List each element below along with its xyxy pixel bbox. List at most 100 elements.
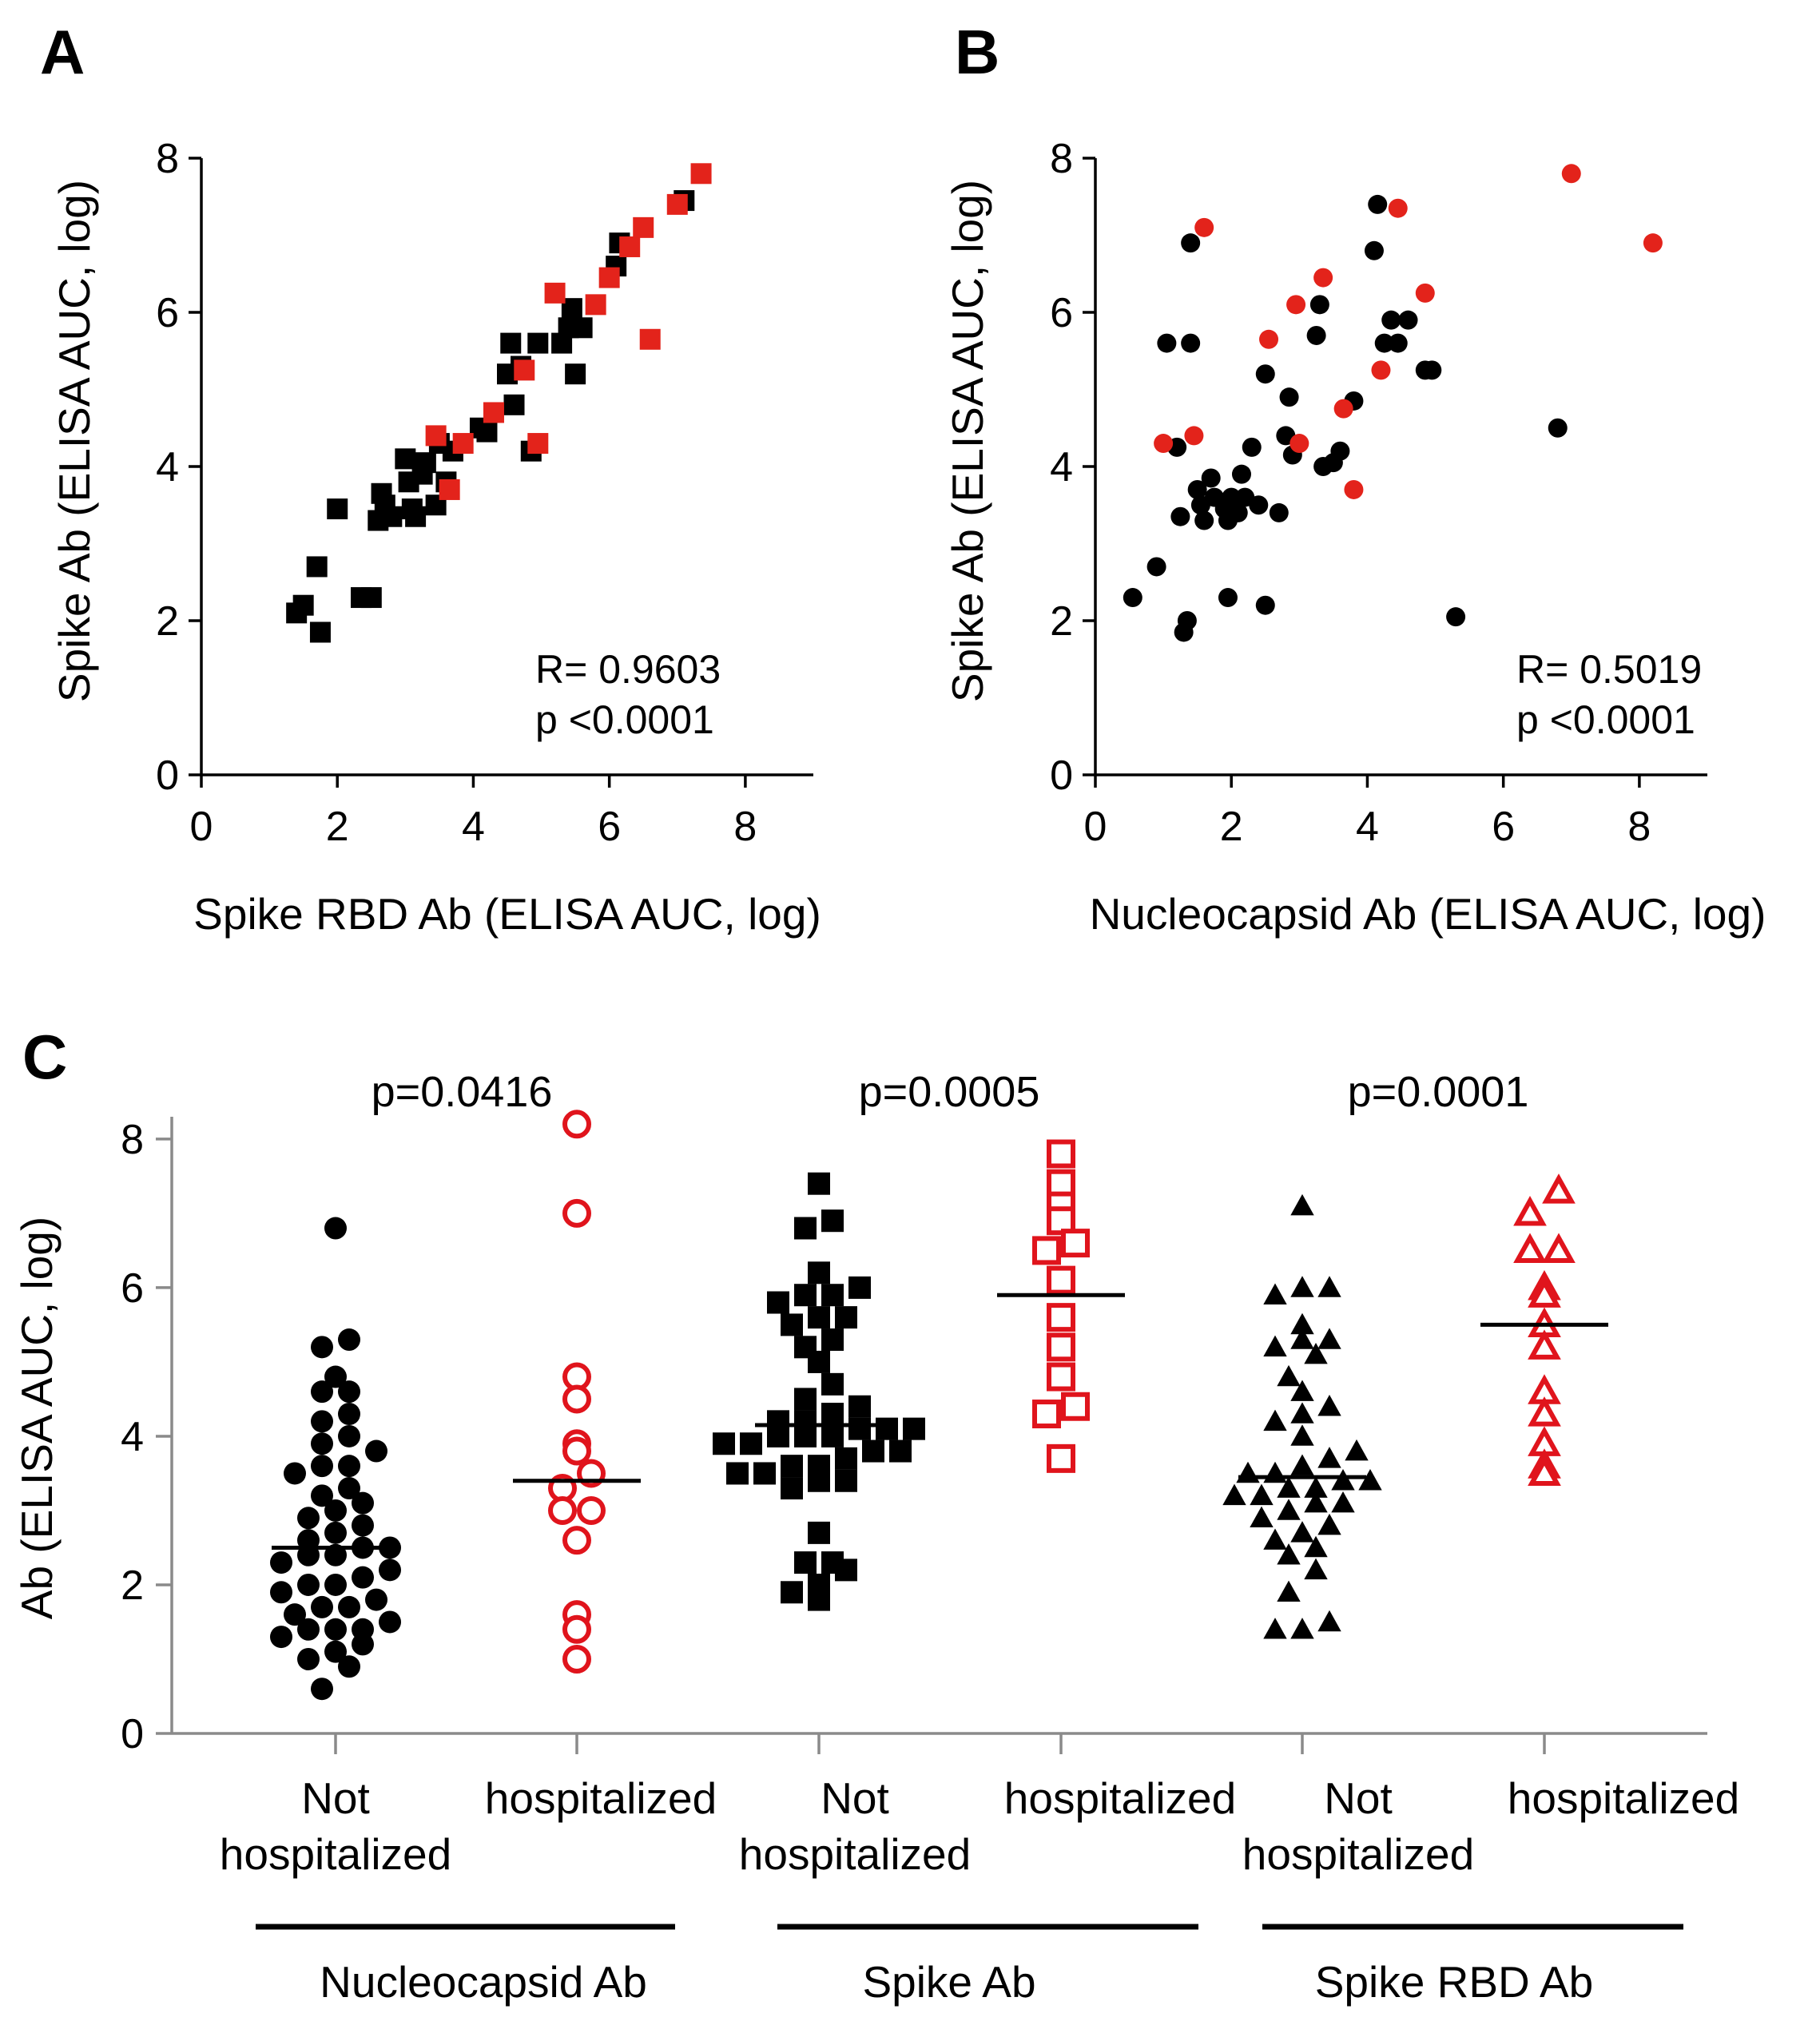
x-tick-label: 2 bbox=[1220, 804, 1243, 850]
not-hospitalized-point bbox=[848, 1276, 871, 1299]
hospitalized-point bbox=[585, 294, 606, 316]
hospitalized-point bbox=[1047, 1139, 1075, 1169]
hospitalized-point bbox=[439, 478, 460, 500]
not-hospitalized-point bbox=[808, 1350, 830, 1373]
category-label-1-line1: Not bbox=[301, 1773, 370, 1823]
hospitalized-point bbox=[514, 359, 535, 381]
not-hospitalized-point bbox=[297, 1507, 320, 1530]
not-hospitalized-point bbox=[338, 1477, 360, 1500]
not-hospitalized-point bbox=[311, 1410, 333, 1433]
x-tick-label: 4 bbox=[1356, 804, 1379, 850]
not-hospitalized-point bbox=[835, 1447, 857, 1470]
not-hospitalized-point bbox=[352, 1566, 374, 1589]
pvalue-spike: p=0.0005 bbox=[859, 1068, 1040, 1116]
not-hospitalized-point bbox=[379, 1610, 401, 1634]
not-hospitalized-point bbox=[338, 1328, 360, 1352]
group-label-spike-rbd: Spike RBD Ab bbox=[1315, 1957, 1594, 2007]
not-hospitalized-point bbox=[781, 1581, 803, 1604]
not-hospitalized-point bbox=[309, 621, 331, 643]
y-tick-label: 8 bbox=[156, 136, 179, 182]
not-hospitalized-point bbox=[1277, 1499, 1301, 1520]
not-hospitalized-point bbox=[876, 1417, 898, 1440]
category-label-1-line2: hospitalized bbox=[220, 1829, 451, 1879]
y-tick-label: 8 bbox=[121, 1117, 144, 1163]
not-hospitalized-point bbox=[324, 1640, 347, 1663]
not-hospitalized-point bbox=[270, 1581, 292, 1604]
hospitalized-point bbox=[562, 1198, 591, 1228]
pvalue-spike-rbd: p=0.0001 bbox=[1348, 1068, 1529, 1116]
y-tick-label: 2 bbox=[156, 598, 179, 645]
hospitalized-point bbox=[1184, 426, 1204, 446]
hospitalized-point bbox=[1047, 1265, 1075, 1295]
panel-a-x-ticks: 0 2 4 6 8 bbox=[190, 775, 757, 850]
not-hospitalized-point bbox=[527, 332, 549, 354]
hospitalized-point bbox=[452, 433, 474, 455]
not-hospitalized-point bbox=[311, 1595, 333, 1618]
hospitalized-point bbox=[1371, 360, 1391, 380]
category-label-5-line2: hospitalized bbox=[1242, 1829, 1474, 1879]
hospitalized-point bbox=[1047, 1443, 1075, 1473]
not-hospitalized-point bbox=[740, 1432, 762, 1455]
hospitalized-point bbox=[690, 163, 712, 185]
not-hospitalized-point bbox=[1304, 1535, 1328, 1558]
not-hospitalized-point bbox=[270, 1626, 292, 1649]
not-hospitalized-point bbox=[1277, 1580, 1301, 1602]
category-label-4-line1: hospitalized bbox=[1004, 1773, 1236, 1823]
not-hospitalized-point bbox=[1231, 464, 1251, 484]
not-hospitalized-point bbox=[808, 1172, 830, 1195]
not-hospitalized-point bbox=[1181, 233, 1201, 253]
not-hospitalized-point bbox=[405, 506, 427, 527]
y-tick-label: 6 bbox=[156, 290, 179, 336]
panel-a-y-ticks: 0 2 4 6 8 bbox=[156, 136, 201, 799]
not-hospitalized-point bbox=[1345, 1439, 1369, 1461]
not-hospitalized-point bbox=[352, 1633, 374, 1656]
hospitalized-point bbox=[1032, 1236, 1061, 1265]
hospitalized-point bbox=[619, 236, 641, 257]
pvalue-nucleocapsid: p=0.0416 bbox=[372, 1068, 553, 1116]
not-hospitalized-point bbox=[379, 1559, 401, 1582]
hospitalized-point bbox=[1513, 1233, 1547, 1264]
not-hospitalized-point bbox=[1368, 194, 1388, 214]
panel-b-r-value: R= 0.5019 bbox=[1516, 647, 1702, 692]
hospitalized-point bbox=[562, 1384, 591, 1414]
hospitalized-point bbox=[1333, 399, 1353, 419]
not-hospitalized-point bbox=[767, 1291, 789, 1314]
not-hospitalized-point bbox=[1255, 364, 1275, 384]
hospitalized-point bbox=[1032, 1400, 1061, 1429]
hospitalized-point bbox=[1388, 198, 1408, 218]
panel-b-p-value: p <0.0001 bbox=[1516, 697, 1695, 742]
hospitalized-point bbox=[1344, 479, 1364, 499]
not-hospitalized-point bbox=[1317, 1276, 1341, 1297]
not-hospitalized-point bbox=[1364, 240, 1384, 260]
not-hospitalized-point bbox=[500, 332, 522, 354]
hospitalized-point bbox=[1289, 434, 1309, 454]
hospitalized-point bbox=[562, 1644, 591, 1674]
not-hospitalized-point bbox=[1222, 1483, 1246, 1506]
not-hospitalized-point bbox=[1358, 1469, 1382, 1491]
not-hospitalized-point bbox=[1170, 506, 1190, 526]
hospitalized-point bbox=[1154, 434, 1174, 454]
not-hospitalized-point bbox=[284, 1603, 306, 1626]
not-hospitalized-point bbox=[338, 1595, 360, 1618]
category-label-2-line1: hospitalized bbox=[485, 1773, 717, 1823]
not-hospitalized-point bbox=[1304, 1491, 1328, 1513]
not-hospitalized-point bbox=[297, 1647, 320, 1670]
not-hospitalized-point bbox=[794, 1424, 817, 1447]
hospitalized-point bbox=[1528, 1455, 1561, 1487]
not-hospitalized-point bbox=[365, 1439, 387, 1463]
not-hospitalized-point bbox=[726, 1462, 749, 1485]
not-hospitalized-point bbox=[781, 1477, 803, 1500]
not-hospitalized-point bbox=[324, 1217, 347, 1240]
not-hospitalized-point bbox=[1290, 1328, 1314, 1349]
not-hospitalized-point bbox=[808, 1521, 830, 1544]
y-tick-label: 0 bbox=[121, 1711, 144, 1757]
not-hospitalized-point bbox=[821, 1209, 844, 1233]
not-hospitalized-point bbox=[365, 1588, 387, 1611]
not-hospitalized-point bbox=[338, 1655, 360, 1678]
hospitalized-point bbox=[633, 216, 654, 238]
hospitalized-point bbox=[639, 328, 661, 350]
not-hospitalized-point bbox=[1249, 495, 1269, 515]
hospitalized-point bbox=[483, 402, 504, 423]
not-hospitalized-point bbox=[270, 1551, 292, 1574]
not-hospitalized-point bbox=[1218, 588, 1238, 608]
